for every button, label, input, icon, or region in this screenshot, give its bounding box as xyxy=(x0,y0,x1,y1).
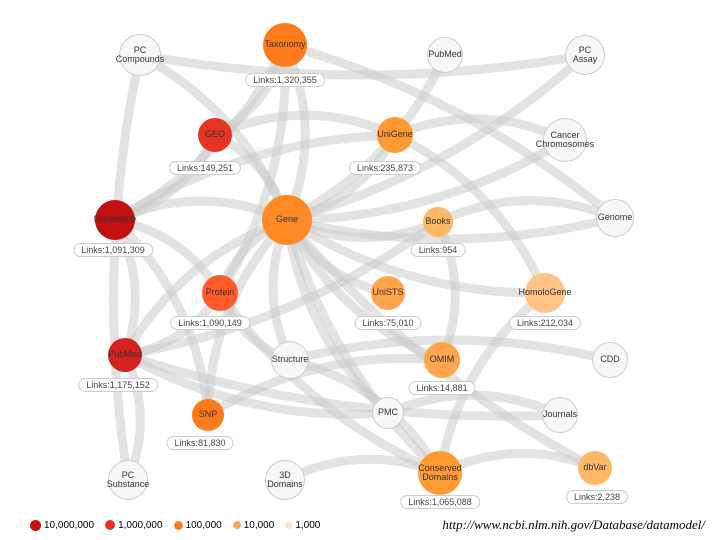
legend-label: 100,000 xyxy=(186,520,222,531)
link-count-label: Links:954 xyxy=(411,243,466,257)
footer: 10,000,000 1,000,000 100,000 10,000 1,000 ht… xyxy=(0,510,720,540)
legend-dot xyxy=(30,520,41,531)
node-pubmed[interactable]: PubMed xyxy=(108,338,142,372)
legend-item: 10,000 xyxy=(233,520,275,531)
legend-dot xyxy=(105,520,115,530)
edge xyxy=(438,200,615,222)
link-count-label: Links:1,175,152 xyxy=(78,378,158,392)
node-taxonomy[interactable]: Taxonomy xyxy=(263,23,307,67)
node-books[interactable]: Books xyxy=(423,207,453,237)
legend-dot xyxy=(285,522,292,529)
node-homologene[interactable]: HomoloGene xyxy=(525,273,565,313)
edge xyxy=(440,453,595,473)
legend-item: 100,000 xyxy=(174,520,222,531)
network-canvas: PC Compounds Taxonomy PubMed PC Assay GEO Uni… xyxy=(0,0,720,510)
link-count-label: Links:14,881 xyxy=(408,381,475,395)
legend-dot xyxy=(174,521,183,530)
link-count-label: Links:81,830 xyxy=(166,436,233,450)
link-count-label: Links:75,010 xyxy=(354,316,421,330)
node-cdd_right[interactable]: CDD xyxy=(592,342,628,378)
legend-label: 10,000,000 xyxy=(44,520,94,531)
node-gene[interactable]: Gene xyxy=(262,195,312,245)
node-domains3d[interactable]: 3D Domains xyxy=(265,460,305,500)
node-geo[interactable]: GEO xyxy=(198,118,232,152)
legend-dot xyxy=(233,521,241,529)
node-pc_substance[interactable]: PC Substance xyxy=(108,460,148,500)
edge xyxy=(140,55,585,75)
link-count-label: Links:1,320,355 xyxy=(245,73,325,87)
node-unigene[interactable]: UniGene xyxy=(377,117,413,153)
link-count-label: Links:235,873 xyxy=(349,161,421,175)
legend-item: 10,000,000 xyxy=(30,520,94,531)
node-dbvar[interactable]: dbVar xyxy=(578,451,612,485)
link-count-label: Links:1,091,309 xyxy=(73,243,153,257)
legend-item: 1,000 xyxy=(285,520,320,531)
node-pmc[interactable]: PMC xyxy=(372,397,404,429)
node-pubmed_top[interactable]: PubMed xyxy=(427,37,463,73)
link-count-label: Links:212,034 xyxy=(509,316,581,330)
source-url: http://www.ncbi.nlm.nih.gov/Database/dat… xyxy=(442,517,705,533)
legend-label: 10,000 xyxy=(244,520,275,531)
node-pc_assay[interactable]: PC Assay xyxy=(565,35,605,75)
legend: 10,000,000 1,000,000 100,000 10,000 1,000 xyxy=(0,520,320,531)
edge xyxy=(285,459,440,480)
legend-label: 1,000 xyxy=(295,520,320,531)
node-snp[interactable]: SNP xyxy=(192,399,224,431)
node-genome[interactable]: Genome xyxy=(596,199,634,237)
link-count-label: Links:149,251 xyxy=(169,161,241,175)
link-count-label: Links:2,238 xyxy=(566,490,628,504)
node-omim[interactable]: OMIM xyxy=(424,342,460,378)
node-protein[interactable]: Protein xyxy=(202,275,238,311)
node-journals[interactable]: Journals xyxy=(542,397,578,433)
node-unists[interactable]: UniSTS xyxy=(371,276,405,310)
node-cancer[interactable]: Cancer Chromosomes xyxy=(543,118,587,162)
link-count-label: Links:1,065,088 xyxy=(400,495,480,509)
node-pc_compounds[interactable]: PC Compounds xyxy=(119,34,161,76)
node-structure[interactable]: Structure xyxy=(271,341,309,379)
node-cdd[interactable]: Conserved Domains xyxy=(418,451,462,495)
node-nucleotide[interactable]: Nucleotide xyxy=(95,200,135,240)
legend-label: 1,000,000 xyxy=(118,520,163,531)
legend-item: 1,000,000 xyxy=(105,520,163,531)
link-count-label: Links:1,090,149 xyxy=(170,316,250,330)
